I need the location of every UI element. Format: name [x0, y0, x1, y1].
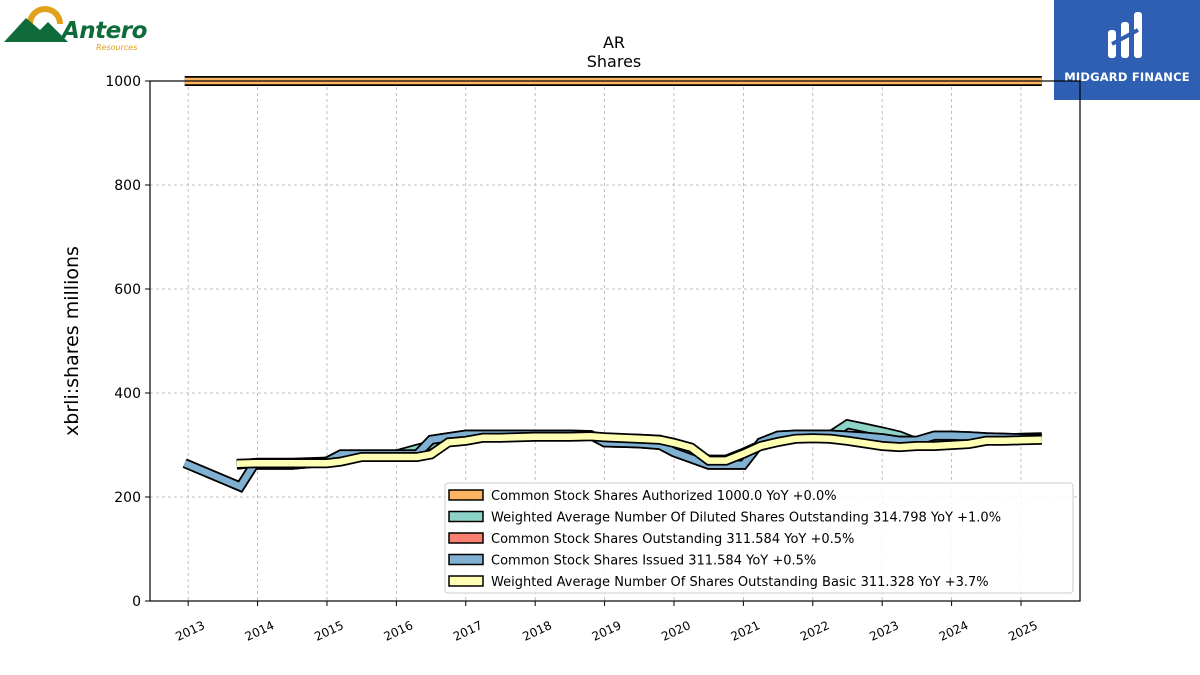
- x-tick-label: 2020: [659, 618, 693, 644]
- antero-logo-subtext: Resources: [96, 43, 138, 52]
- antero-logo: Antero Resources: [4, 4, 154, 56]
- legend-entry: Weighted Average Number Of Shares Outsta…: [491, 575, 989, 590]
- x-tick-label: 2025: [1006, 618, 1040, 644]
- y-tick-label: 400: [114, 386, 141, 402]
- midgard-logo-text: MIDGARD FINANCE: [1064, 70, 1190, 84]
- x-tick-label: 2018: [520, 618, 554, 644]
- chart-subtitle: Shares: [587, 52, 642, 71]
- legend-entry: Common Stock Shares Outstanding 311.584 …: [491, 532, 854, 547]
- y-tick-label: 600: [114, 282, 141, 298]
- legend-entry: Weighted Average Number Of Diluted Share…: [491, 511, 1001, 526]
- x-tick-label: 2014: [243, 618, 277, 644]
- series-lines: [182, 76, 1042, 493]
- midgard-emblem-icon: [1108, 12, 1142, 58]
- legend-box: [444, 482, 1074, 594]
- x-tick-label: 2015: [312, 618, 346, 644]
- series-line-weighted-average-number-of-shares-outstanding-basic: [236, 432, 1042, 467]
- legend-entry: Common Stock Shares Authorized 1000.0 Yo…: [491, 489, 837, 504]
- legend: Common Stock Shares Authorized 1000.0 Yo…: [444, 482, 1074, 594]
- y-tick-label: 0: [132, 594, 141, 610]
- antero-mountain-icon: [4, 6, 68, 42]
- legend-swatch: [448, 510, 484, 523]
- x-tick-label: 2019: [590, 618, 624, 644]
- x-tick-label: 2023: [867, 618, 901, 644]
- y-axis-label: xbrli:shares millions: [61, 246, 83, 436]
- legend-swatch: [448, 489, 484, 501]
- y-tick-label: 200: [114, 490, 141, 506]
- x-tick-label: 2021: [729, 618, 763, 644]
- x-tick-label: 2017: [451, 618, 485, 644]
- legend-entry: Common Stock Shares Issued 311.584 YoY +…: [491, 554, 816, 569]
- x-tick-label: 2024: [937, 618, 971, 644]
- legend-swatch: [448, 553, 484, 566]
- y-tick-label: 1000: [105, 74, 141, 90]
- legend-swatch: [448, 575, 484, 587]
- legend-swatch: [448, 532, 484, 544]
- chart-title: AR: [603, 33, 625, 52]
- x-tick-label: 2016: [382, 618, 416, 644]
- x-tick-label: 2022: [798, 618, 832, 644]
- y-tick-label: 800: [114, 178, 141, 194]
- antero-logo-text: Antero: [62, 18, 147, 44]
- x-tick-label: 2013: [173, 618, 207, 644]
- midgard-finance-logo: MIDGARD FINANCE: [1054, 0, 1200, 100]
- plot-frame: [149, 80, 1081, 602]
